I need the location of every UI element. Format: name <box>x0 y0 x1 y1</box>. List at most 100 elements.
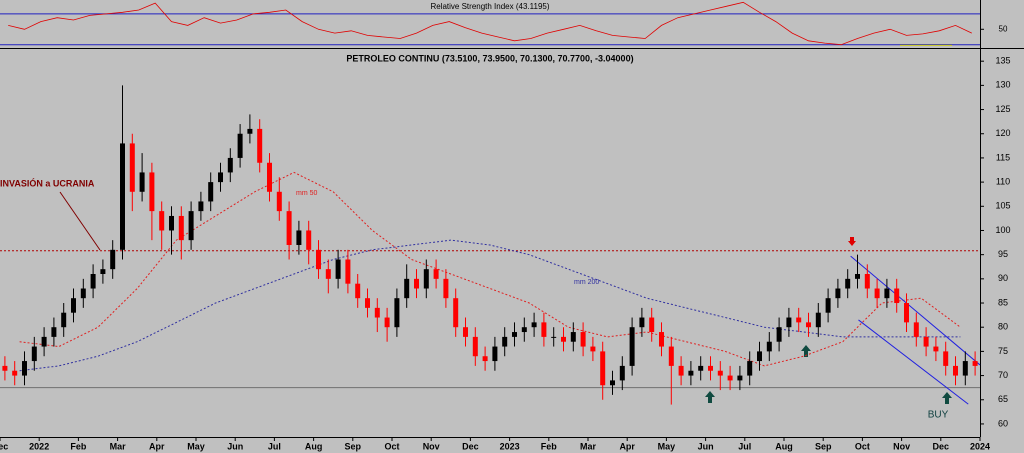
candle-body <box>580 332 586 347</box>
candle-body <box>306 230 312 250</box>
y-tick-label: 65 <box>998 394 1008 404</box>
annotation-arrow <box>59 191 101 251</box>
candle-body <box>267 162 272 192</box>
x-tick-label: Sep <box>345 441 362 451</box>
candle-body <box>41 336 47 347</box>
y-tick-label: 95 <box>998 249 1008 259</box>
x-tick-label: Jul <box>268 441 281 451</box>
candle-body <box>904 303 909 323</box>
candle-body <box>453 298 459 328</box>
y-tick-label: 130 <box>995 80 1010 90</box>
candle-body <box>570 332 576 342</box>
moving-average <box>19 239 961 372</box>
candle-body <box>365 298 370 308</box>
candle-body <box>178 215 184 241</box>
candle-body <box>247 128 253 134</box>
candle-body <box>472 336 478 357</box>
candle-body <box>335 259 341 279</box>
candle-body <box>394 298 400 328</box>
candle-body <box>806 322 811 328</box>
y-tick-label: 80 <box>998 322 1008 332</box>
x-tick-label: Dec <box>462 441 479 451</box>
candle-body <box>492 346 498 362</box>
x-tick-label: Aug <box>775 441 793 451</box>
candle-body <box>796 317 802 323</box>
candle-body <box>551 336 557 338</box>
candle-body <box>776 327 782 342</box>
candle-body <box>610 380 615 386</box>
candle-body <box>619 365 625 381</box>
candle-body <box>61 312 67 328</box>
x-tick-label: 2022 <box>29 441 49 451</box>
candle-body <box>688 370 694 376</box>
candle-body <box>12 370 18 376</box>
candle-body <box>855 274 860 279</box>
candle-body <box>668 346 674 366</box>
candle-body <box>80 288 86 299</box>
y-tick-label: 125 <box>995 104 1010 114</box>
candle-body <box>825 298 831 313</box>
candle-body <box>316 249 321 270</box>
rsi-tick-label: 50 <box>999 24 1008 33</box>
candle-body <box>169 215 174 231</box>
candle-body <box>943 351 949 366</box>
candle-body <box>286 211 292 245</box>
x-tick-label: Feb <box>541 441 558 451</box>
candle-body <box>757 351 762 362</box>
x-tick-label: Apr <box>619 441 635 451</box>
candle-body <box>894 288 900 304</box>
candle-body <box>913 322 919 337</box>
candle-body <box>482 356 488 362</box>
arrow <box>705 391 715 403</box>
chart-title: PETROLEO CONTINU (73.5100, 73.9500, 70.1… <box>346 53 633 63</box>
candle-body <box>51 327 57 337</box>
candle-body <box>31 346 37 362</box>
sell-arrow <box>848 237 856 246</box>
candle-body <box>531 322 537 328</box>
rsi-title: Relative Strength Index (43.1195) <box>430 2 549 11</box>
x-tick-label: Oct <box>384 441 399 451</box>
candle-body <box>276 191 282 212</box>
candle-body <box>325 269 331 279</box>
candle-body <box>747 361 753 376</box>
candle-body <box>521 327 527 333</box>
candle-body <box>953 365 958 376</box>
candle-body <box>864 274 870 289</box>
y-tick-label: 135 <box>995 56 1010 66</box>
y-tick-label: 90 <box>998 273 1008 283</box>
candle-body <box>100 269 106 275</box>
candle-body <box>933 346 939 352</box>
candle-body <box>208 182 214 202</box>
x-tick-label: May <box>187 441 205 451</box>
candle-body <box>561 336 566 342</box>
x-tick-label: Sep <box>815 441 832 451</box>
x-tick-label: Oct <box>855 441 870 451</box>
candle-body <box>257 128 263 163</box>
overlay-label: mm 50 <box>296 190 318 197</box>
candle-body <box>120 143 125 250</box>
candle-body <box>972 361 978 366</box>
y-tick-label: 110 <box>996 176 1010 186</box>
candle-body <box>600 351 606 386</box>
candle-body <box>2 365 8 371</box>
candle-body <box>815 312 821 328</box>
candle-body <box>414 278 419 289</box>
candle-body <box>443 278 449 299</box>
candle-body <box>737 375 743 381</box>
candle-body <box>149 172 155 212</box>
arrow <box>801 345 811 357</box>
candle-body <box>139 172 145 192</box>
candle-body <box>423 269 429 289</box>
candle-body <box>237 133 243 158</box>
candle-body <box>874 288 880 299</box>
candle-body <box>717 370 723 376</box>
candle-body <box>188 211 194 241</box>
candle-body <box>708 365 713 371</box>
x-tick-label: Mar <box>580 441 597 451</box>
y-tick-label: 60 <box>998 418 1008 428</box>
x-tick-label: Apr <box>149 441 165 451</box>
x-tick-label: Mar <box>110 441 127 451</box>
channel-line <box>858 319 969 405</box>
candle-body <box>345 259 351 284</box>
